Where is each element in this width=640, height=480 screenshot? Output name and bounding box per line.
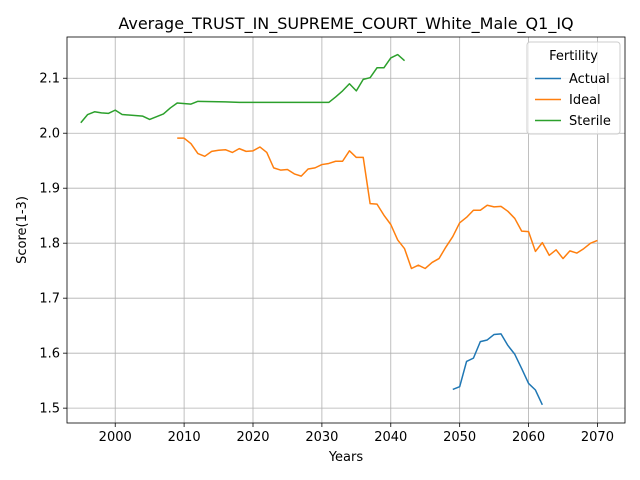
y-tick-label: 2.0: [39, 127, 60, 142]
legend-box: [526, 41, 621, 135]
series-line-sterile: [80, 53, 406, 124]
x-tick-label: 2020: [236, 430, 269, 445]
chart-title: Average_TRUST_IN_SUPREME_COURT_White_Mal…: [118, 14, 573, 34]
y-tick-label: 1.9: [39, 182, 60, 197]
y-tick-label: 1.7: [39, 292, 60, 307]
series-line-actual: [452, 333, 544, 406]
x-tick-label: 2010: [168, 430, 201, 445]
y-tick-label: 2.1: [39, 72, 60, 87]
x-tick-label: 2000: [99, 430, 132, 445]
x-tick-label: 2050: [443, 430, 476, 445]
legend-label-ideal: Ideal: [569, 93, 601, 108]
legend-label-sterile: Sterile: [569, 114, 611, 129]
legend-label-actual: Actual: [569, 72, 610, 87]
y-tick-label: 1.8: [39, 237, 60, 252]
x-tick-label: 2070: [581, 430, 614, 445]
x-axis-label: Years: [328, 450, 364, 465]
y-tick-label: 1.6: [39, 347, 60, 362]
y-axis: 1.5 1.6 1.7 1.8 1.9 2.0 2.1: [39, 72, 67, 417]
y-axis-label: Score(1-3): [15, 196, 30, 264]
x-tick-label: 2060: [512, 430, 545, 445]
x-tick-label: 2040: [374, 430, 407, 445]
legend-title: Fertility: [549, 49, 598, 64]
plot-frame: [66, 36, 626, 424]
series-layer: [80, 53, 598, 406]
x-tick-label: 2030: [305, 430, 338, 445]
series-line-ideal: [177, 137, 598, 270]
legend: Fertility Actual Ideal Sterile: [526, 41, 621, 135]
y-tick-label: 1.5: [39, 402, 60, 417]
x-axis: 2000 2010 2020 2030 2040 2050 2060 2070: [99, 423, 614, 445]
